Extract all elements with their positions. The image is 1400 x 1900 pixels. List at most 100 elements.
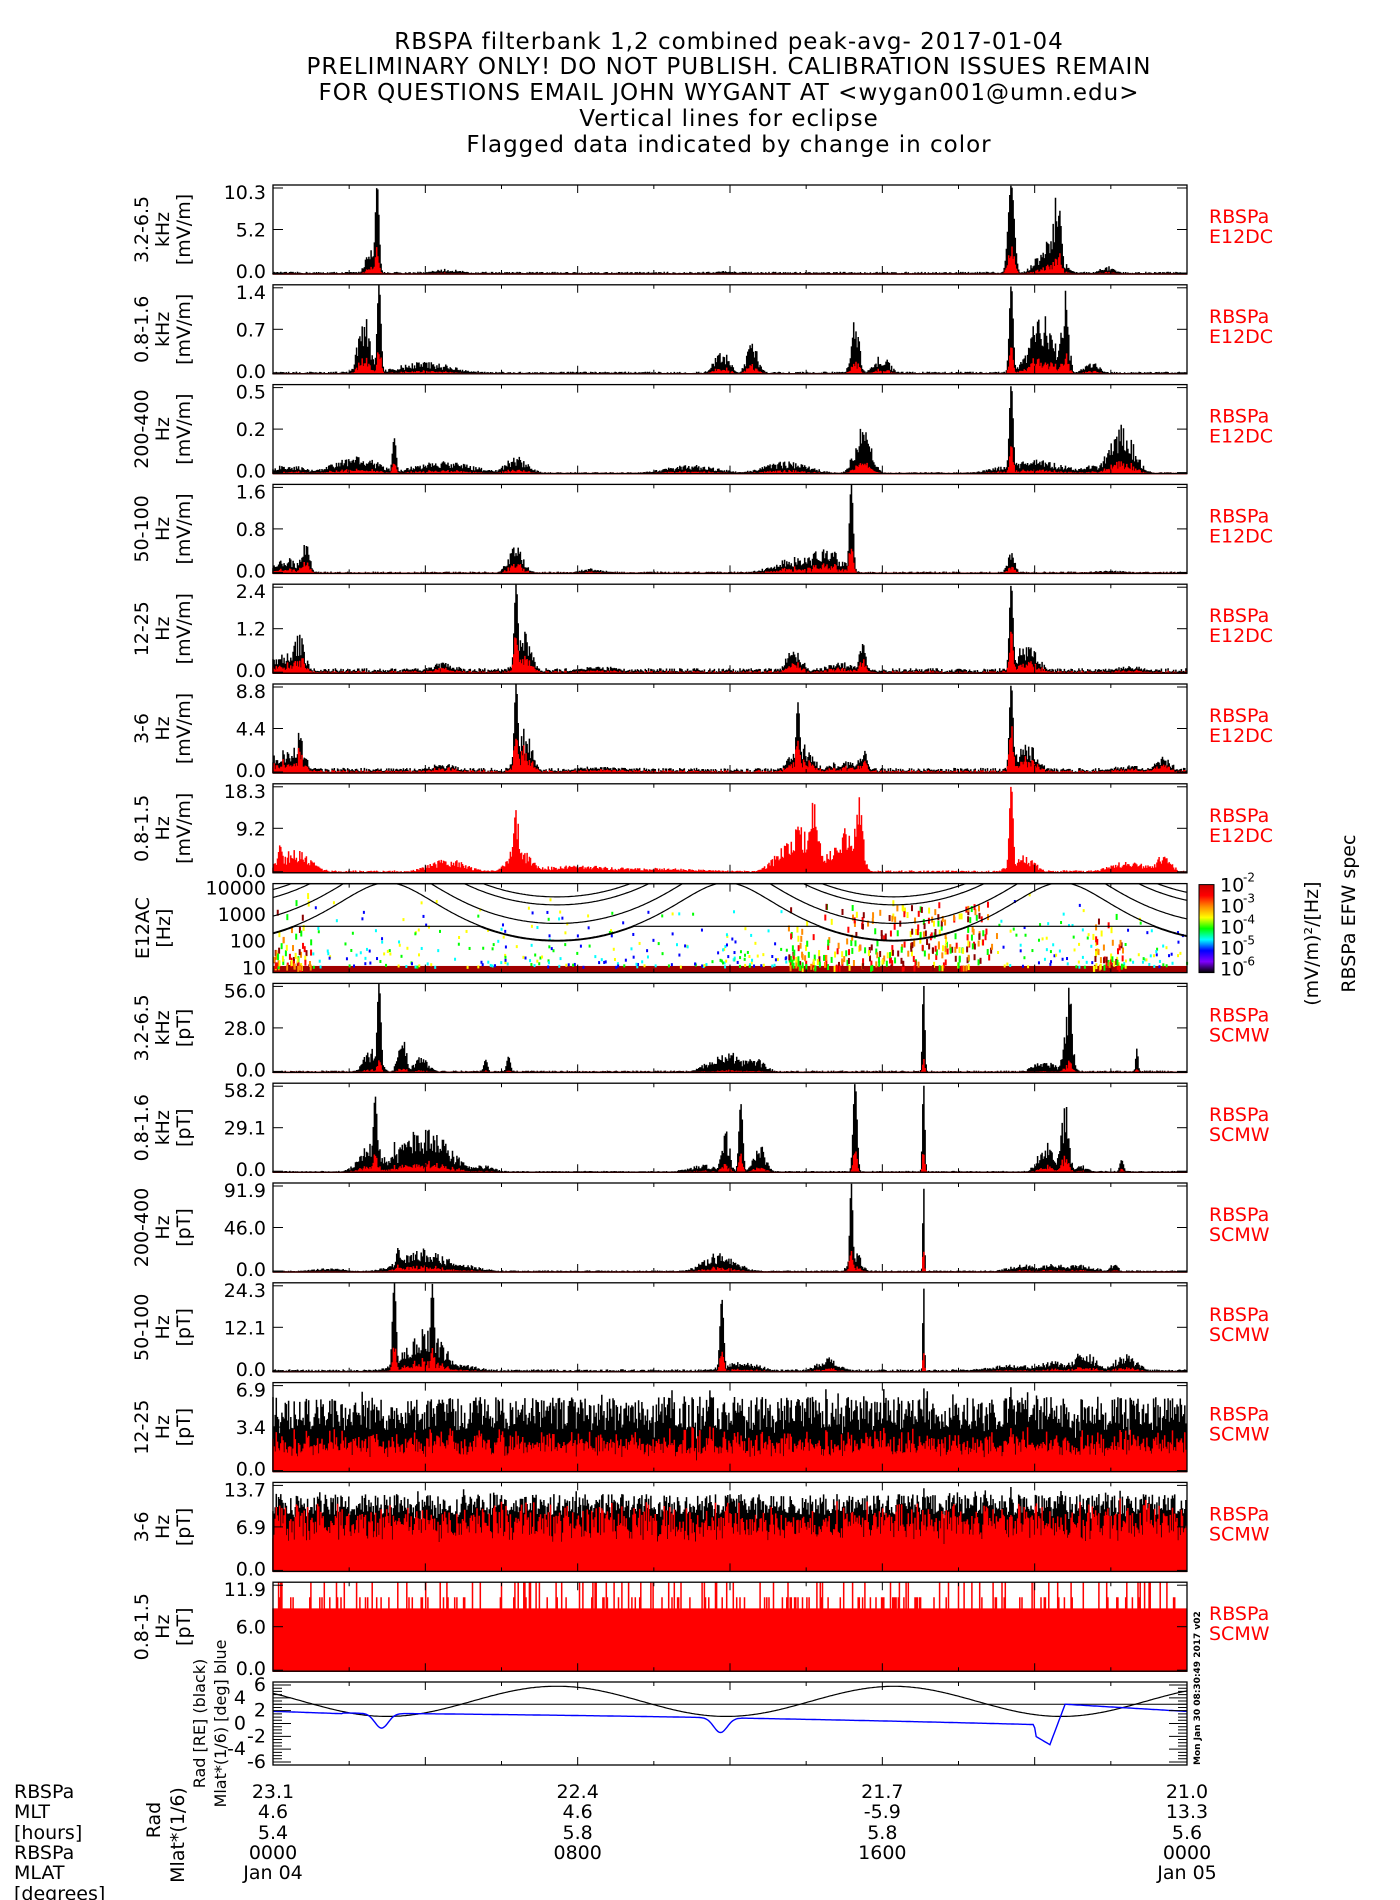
spectrogram-cell — [723, 948, 726, 952]
spectrogram-cell — [1023, 956, 1026, 960]
plot-frame — [272, 383, 1188, 475]
spectrogram-cell — [932, 920, 935, 927]
spectrogram-cell — [1037, 961, 1040, 965]
instrument-label: E12DC — [1209, 525, 1273, 547]
spectrogram-cell — [711, 960, 714, 964]
spectrogram-cell — [824, 914, 827, 921]
spectrogram-cell — [853, 917, 856, 924]
x-axis-time-value: 1600 — [858, 1842, 906, 1864]
spectrogram-cell — [328, 956, 331, 960]
spectrogram-cell — [818, 950, 821, 957]
spectrogram-cell — [1162, 963, 1165, 967]
title-line-1: RBSPA filterbank 1,2 combined peak-avg- … — [394, 29, 1063, 55]
spectrogram-cell — [970, 906, 973, 913]
instrument-label: SCMW — [1209, 1324, 1270, 1346]
spectrogram-cell — [1152, 954, 1155, 958]
spectrogram-cell — [497, 939, 500, 943]
spectrogram-cell — [402, 918, 405, 922]
spectrogram-cell — [1078, 965, 1081, 969]
spectrogram-cell — [504, 955, 507, 959]
spectrogram-cell — [812, 934, 815, 941]
spectrogram-cell — [818, 961, 821, 968]
spectrogram-cell — [635, 962, 638, 966]
y-tick-label: 2 — [254, 1700, 266, 1722]
spectrogram-cell — [800, 935, 803, 942]
spectrogram-cell — [1123, 962, 1126, 966]
spectrogram-cell — [1012, 927, 1015, 931]
spectrogram-cell — [867, 950, 870, 957]
y-tick-label: 0.0 — [236, 1359, 266, 1381]
spectrogram-cell — [1091, 961, 1094, 965]
average-series — [272, 1582, 1187, 1672]
y-tick-label: 0.5 — [236, 382, 266, 404]
spectrogram-cell — [780, 947, 783, 951]
spectrogram-cell — [1150, 929, 1153, 933]
spectrogram-cell — [549, 898, 552, 902]
spectrogram-cell — [805, 964, 808, 971]
spectrogram-cell — [335, 919, 338, 923]
y-axis-label: Hz — [152, 417, 174, 441]
spectrogram-cell — [771, 955, 774, 959]
spectrogram-cell — [304, 955, 307, 962]
spectrogram-cell — [753, 964, 756, 968]
colorbar-tick-exponent: -2 — [1243, 871, 1255, 885]
spectrogram-cell — [967, 954, 970, 961]
spectrogram-cell — [721, 961, 724, 965]
peak-series — [272, 285, 1187, 374]
spectrogram-cell — [868, 946, 871, 953]
plot-frame — [272, 882, 1188, 974]
spectrogram-cell — [784, 957, 787, 961]
spectrogram-cell — [624, 958, 627, 962]
y-tick-label: 5.2 — [236, 220, 266, 242]
y-tick-label: 0.2 — [236, 419, 266, 441]
axis-row-label: MLT — [14, 1801, 50, 1823]
spectrogram-cell — [561, 916, 564, 920]
spectrogram-cell — [749, 963, 752, 967]
x-axis-rad-value: 22.4 — [557, 1781, 599, 1803]
spectrogram-cell — [295, 933, 298, 940]
y-tick-label: 9.2 — [236, 818, 266, 840]
y-axis-label: kHz — [152, 1010, 174, 1045]
spectrogram-cell — [830, 956, 833, 963]
spectrogram-cell — [938, 902, 941, 909]
spectrogram-cell — [670, 963, 673, 967]
spectrogram-cell — [536, 959, 539, 963]
spectrogram-cell — [852, 914, 855, 921]
spectrogram-cell — [944, 959, 947, 966]
y-axis-label: [pT] — [173, 1408, 195, 1447]
spectrogram-cell — [308, 964, 311, 971]
spectrogram-cell — [945, 941, 948, 948]
spectrogram-cell — [1124, 965, 1127, 969]
y-tick-label: 0.0 — [236, 1658, 266, 1680]
spectrogram-cell — [743, 953, 746, 957]
spectrogram-cell — [967, 964, 970, 971]
colorbar-tick-exponent: -4 — [1243, 913, 1255, 927]
y-axis-label: Hz — [152, 1315, 174, 1339]
spectrogram-cell — [954, 933, 957, 940]
spectrogram-cell — [751, 958, 754, 962]
spectrogram-cell — [799, 965, 802, 972]
spectrogram-cell — [924, 930, 927, 937]
y-axis-label: Hz — [152, 517, 174, 541]
spectrogram-cell — [1071, 923, 1074, 927]
instrument-label: SCMW — [1209, 1224, 1270, 1246]
spectrogram-cell — [785, 960, 788, 964]
x-tick-marks — [272, 983, 1188, 1073]
spectrogram-cell — [997, 950, 1000, 954]
spectrogram-cell — [299, 964, 302, 971]
spectrogram-cell — [990, 947, 993, 954]
spectrogram-cell — [458, 935, 461, 939]
spectrogram-cell — [719, 958, 722, 962]
spectrogram-cell — [970, 934, 973, 941]
instrument-label: RBSPa — [1209, 505, 1269, 527]
spectrogram-cell — [962, 965, 965, 972]
spectrogram-cell — [810, 963, 813, 970]
spectrogram-cell — [807, 951, 810, 958]
spectrogram-cell — [703, 964, 706, 968]
spectrogram-cell — [916, 929, 919, 936]
spectrogram-cell — [350, 948, 353, 952]
spectrogram-cell — [841, 951, 844, 958]
y-tick-label: 28.0 — [224, 1018, 266, 1040]
spectrogram-cell — [812, 959, 815, 966]
x-tick-marks — [272, 883, 1188, 973]
